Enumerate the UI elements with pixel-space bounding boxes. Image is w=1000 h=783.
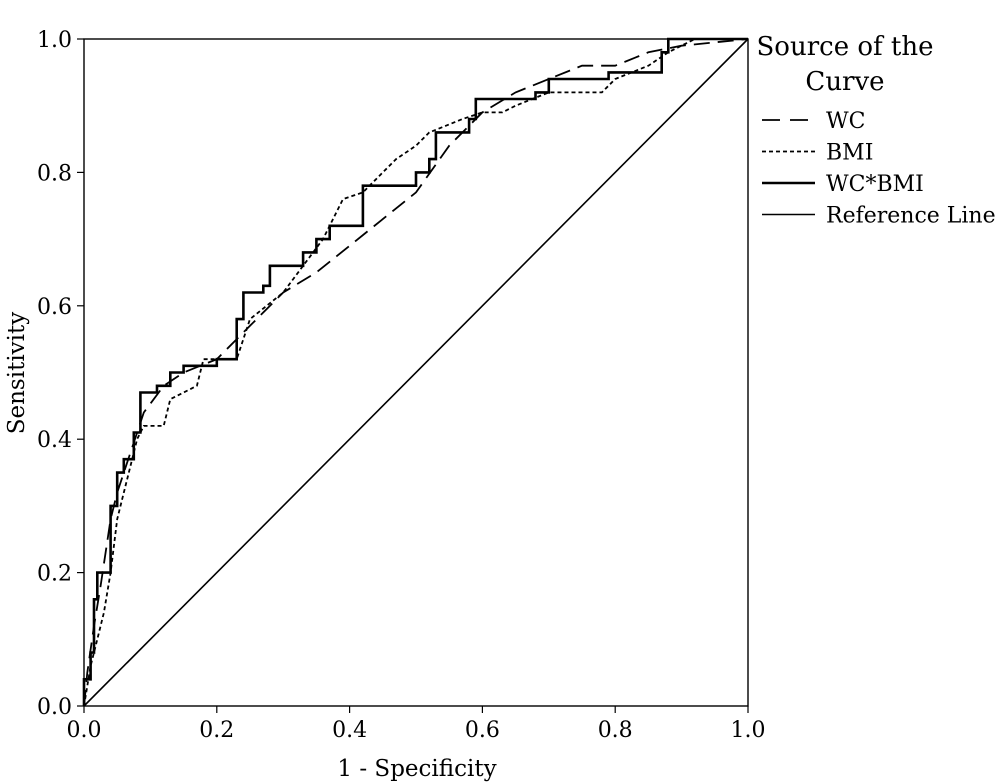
x-tick-label: 0.0 — [67, 718, 102, 743]
series-line-reference-line — [83, 38, 749, 707]
legend-label: BMI — [826, 141, 873, 166]
y-tick-label: 1.0 — [37, 28, 72, 53]
x-tick-label: 0.6 — [465, 718, 500, 743]
legend-label: WC — [826, 109, 865, 134]
series-layer — [82, 37, 749, 707]
legend-title-line-1: Source of the — [757, 32, 934, 62]
series-line-bmi — [83, 38, 748, 707]
y-axis: 0.0 0.2 0.4 0.6 0.8 1.0 — [37, 28, 84, 720]
y-tick-label: 0.6 — [37, 295, 72, 320]
plot-border — [83, 38, 749, 707]
legend-label: WC*BMI — [826, 172, 924, 197]
legend-label: Reference Line — [826, 204, 996, 229]
x-tick-label: 0.4 — [332, 718, 367, 743]
y-tick-label: 0.0 — [37, 695, 72, 720]
x-tick-label: 0.2 — [199, 718, 234, 743]
legend: Source of the Curve WC BMI WC*BMI Reference… — [757, 32, 996, 229]
x-tick-label: 1.0 — [731, 718, 766, 743]
y-tick-label: 0.4 — [37, 428, 72, 453]
series-line-wc-bmi — [82, 37, 748, 706]
x-axis-title: 1 - Specificity — [337, 756, 496, 782]
x-tick-label: 0.8 — [598, 718, 633, 743]
legend-title-line-2: Curve — [805, 67, 884, 97]
x-axis: 0.0 0.2 0.4 0.6 0.8 1.0 — [67, 706, 766, 743]
legend-items: WC BMI WC*BMI Reference Line — [762, 109, 996, 229]
y-axis-title: Sensitivity — [4, 312, 30, 435]
y-tick-label: 0.8 — [37, 161, 72, 186]
plot-frame — [83, 38, 749, 707]
y-tick-label: 0.2 — [37, 562, 72, 587]
